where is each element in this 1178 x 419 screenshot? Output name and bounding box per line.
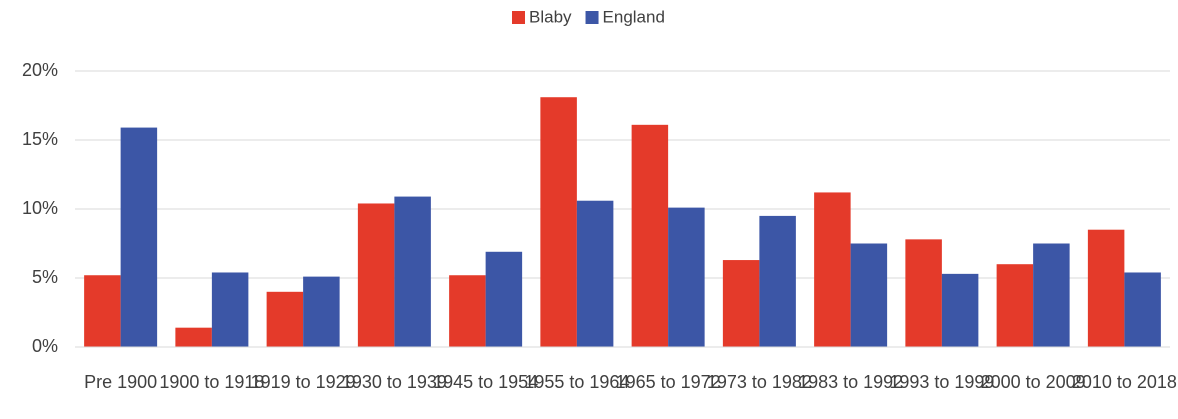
- x-tick-label: 2000 to 2009: [980, 372, 1086, 392]
- legend-label: England: [603, 7, 665, 26]
- x-tick-label: 1965 to 1972: [615, 372, 721, 392]
- bar: [120, 127, 158, 347]
- x-tick-label: 1983 to 1992: [798, 372, 904, 392]
- legend-label: Blaby: [529, 7, 572, 26]
- bar: [357, 203, 395, 347]
- bar: [631, 124, 669, 347]
- x-tick-label: 1973 to 1982: [706, 372, 812, 392]
- x-tick-label: 1993 to 1999: [889, 372, 995, 392]
- bar: [1087, 229, 1125, 347]
- bar: [905, 239, 942, 347]
- bar: [540, 97, 577, 347]
- x-tick-label: 2010 to 2018: [1071, 372, 1177, 392]
- bar: [850, 243, 888, 347]
- y-tick-label: 20%: [22, 60, 58, 80]
- bar: [84, 275, 121, 347]
- legend-swatch: [585, 11, 599, 24]
- bar: [175, 327, 212, 347]
- bar: [996, 264, 1034, 347]
- x-tick-label: 1919 to 1929: [250, 372, 356, 392]
- bar: [485, 251, 523, 347]
- bar: [668, 207, 705, 347]
- x-tick-label: 1945 to 1954: [433, 372, 539, 392]
- y-tick-label: 10%: [22, 198, 58, 218]
- bar: [759, 215, 796, 347]
- y-tick-label: 0%: [32, 336, 58, 356]
- x-tick-label: 1930 to 1939: [341, 372, 447, 392]
- x-tick-label: Pre 1900: [84, 372, 158, 392]
- bar: [1033, 243, 1070, 347]
- bar: [394, 196, 431, 347]
- y-tick-label: 15%: [22, 129, 58, 149]
- legend-swatch: [512, 11, 525, 24]
- bar: [1124, 272, 1161, 347]
- x-tick-label: 1955 to 1964: [524, 372, 630, 392]
- bar: [211, 272, 249, 347]
- x-tick-label: 1900 to 1918: [159, 372, 265, 392]
- bar: [576, 200, 614, 347]
- bar: [814, 192, 851, 347]
- bar: [449, 275, 486, 347]
- bar: [266, 291, 304, 347]
- bar: [941, 273, 979, 347]
- bar: [722, 260, 760, 347]
- y-tick-label: 5%: [32, 267, 58, 287]
- bar: [303, 276, 340, 347]
